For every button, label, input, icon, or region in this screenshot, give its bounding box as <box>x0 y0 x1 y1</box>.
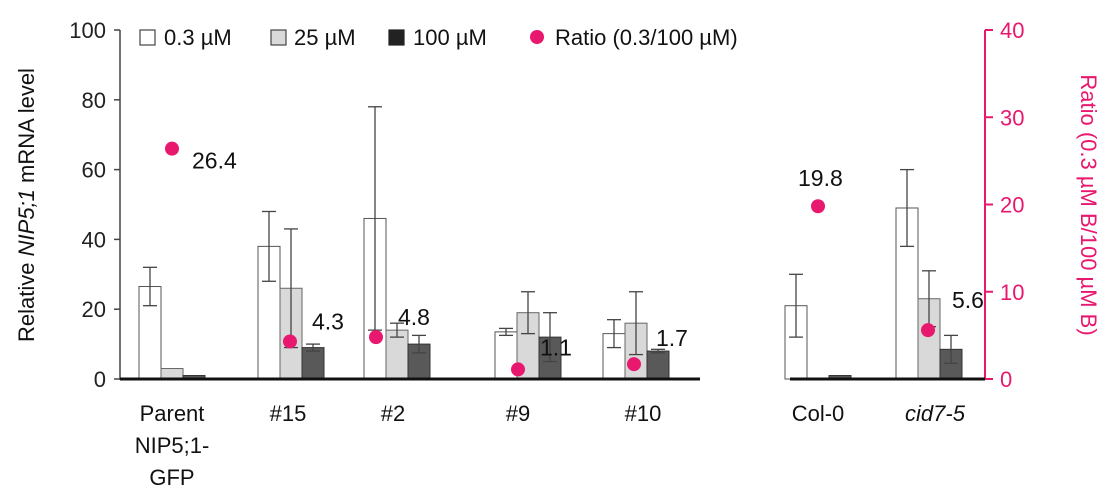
y-tick-label: 80 <box>82 88 106 113</box>
legend-label-ratio: Ratio (0.3/100 µM) <box>555 25 738 50</box>
ratio-point-4 <box>627 357 641 372</box>
ratio-point-6 <box>921 323 935 338</box>
y2-axis-title: Ratio (0.3 µM B/100 µM B) <box>1076 74 1101 335</box>
ratio-point-1 <box>283 334 297 349</box>
category-label-0: Parent <box>140 401 205 426</box>
ratio-point-2 <box>369 330 383 345</box>
ratio-label-2: 4.8 <box>398 304 430 330</box>
ratio-label-1: 4.3 <box>312 308 344 334</box>
ratio-label-5: 19.8 <box>798 165 843 191</box>
category-label-0: GFP <box>149 465 194 490</box>
category-label-3: #9 <box>506 401 530 426</box>
bar-2-1 <box>301 347 325 380</box>
legend-swatch-25 <box>270 29 287 46</box>
category-label-1: #15 <box>270 401 307 426</box>
category-label-4: #10 <box>625 401 662 426</box>
legend-label-25: 25 µM <box>294 25 356 50</box>
y-tick-label: 40 <box>82 227 106 252</box>
y2-tick-label: 40 <box>1000 18 1024 43</box>
y2-tick-label: 10 <box>1000 280 1024 305</box>
bar-1-0 <box>160 368 184 380</box>
legend-swatch-0.3 <box>139 29 156 46</box>
category-label-2: #2 <box>381 401 405 426</box>
y-tick-label: 0 <box>94 367 106 392</box>
ratio-point-5 <box>811 199 825 214</box>
legend: 0.3 µM 25 µM 100 µM Ratio (0.3/100 µM) <box>139 25 738 50</box>
y-tick-label: 20 <box>82 297 106 322</box>
ratio-point-0 <box>165 141 179 156</box>
y-tick-label: 100 <box>69 18 106 43</box>
legend-label-100: 100 µM <box>413 25 487 50</box>
category-label-0: NIP5;1- <box>135 433 210 458</box>
legend-marker-ratio <box>530 30 544 44</box>
y-tick-label: 60 <box>82 158 106 183</box>
bar-2-4 <box>646 350 670 380</box>
y2-tick-label: 20 <box>1000 193 1024 218</box>
y2-tick-label: 30 <box>1000 105 1024 130</box>
y2-tick-label: 0 <box>1000 367 1012 392</box>
ratio-label-4: 1.7 <box>656 325 688 351</box>
ratio-point-3 <box>511 362 525 377</box>
category-label-6: cid7-5 <box>905 401 966 426</box>
legend-label-0.3: 0.3 µM <box>164 25 232 50</box>
legend-swatch-100 <box>388 29 405 46</box>
y-axis-title: Relative NIP5;1 mRNA level <box>14 68 39 342</box>
ratio-label-6: 5.6 <box>952 287 984 313</box>
ratio-label-3: 1.1 <box>540 334 572 360</box>
ratio-label-0: 26.4 <box>192 148 237 174</box>
category-label-5: Col-0 <box>792 401 845 426</box>
